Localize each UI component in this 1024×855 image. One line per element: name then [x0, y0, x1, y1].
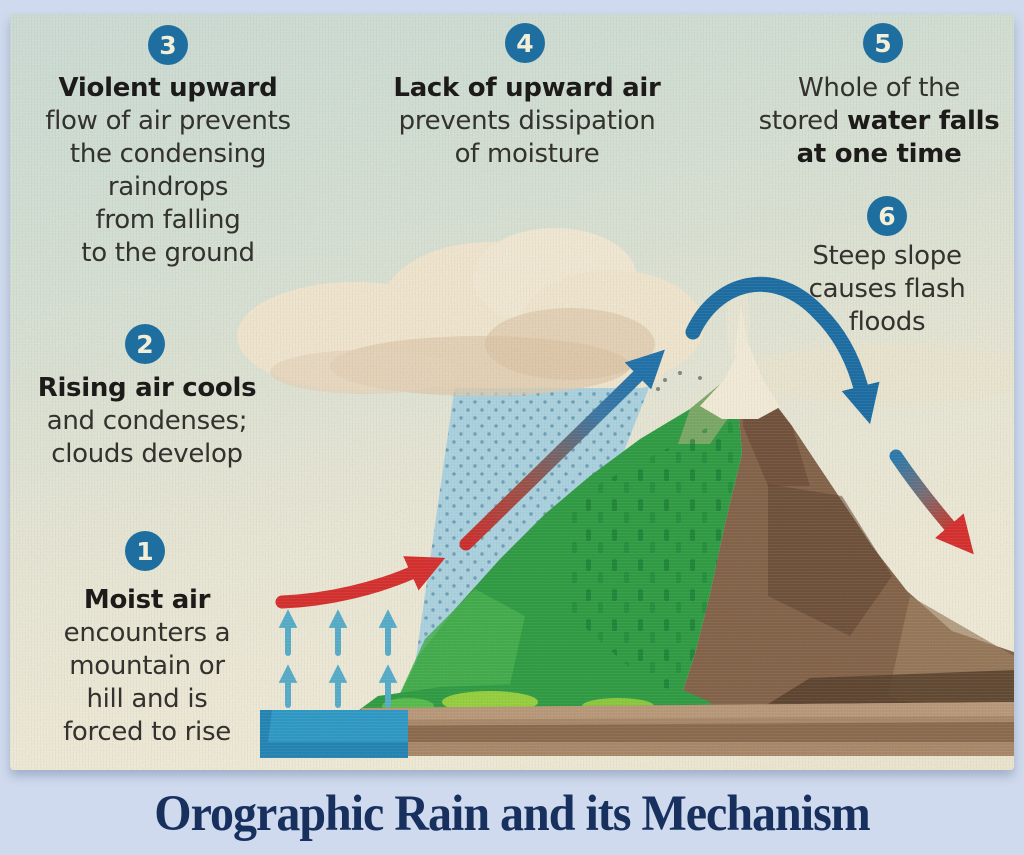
step-2-badge: 2 — [125, 324, 165, 364]
step-1-badge: 1 — [125, 531, 165, 571]
annotation-line: mountain or — [69, 651, 225, 681]
step-3-badge: 3 — [148, 25, 188, 65]
annotation-line: to the ground — [81, 238, 255, 268]
annotation-line: at one time — [796, 139, 962, 169]
annotation-line: flow of air prevents — [45, 106, 291, 136]
annotation-step-6: Steep slope causes flash floods — [752, 240, 1014, 339]
annotation-line: Steep slope — [812, 241, 962, 271]
annotation-line: causes flash — [808, 274, 966, 304]
annotation-line: the condensing — [69, 139, 267, 169]
annotation-line: clouds develop — [51, 439, 243, 469]
annotation-line: forced to rise — [63, 717, 231, 747]
annotation-step-1: Moist air encounters a mountain or hill and… — [10, 584, 297, 749]
annotation-line: Moist air — [83, 585, 211, 615]
annotation-step-4: Lack of upward air prevents dissipation of… — [347, 72, 707, 171]
annotation-line: hill and is — [86, 684, 208, 714]
annotation-step-2: Rising air cools and condenses; clouds dev… — [10, 372, 307, 471]
annotation-line: stored water falls — [758, 106, 1000, 136]
diagram-title: Orographic Rain and its Mechanism — [154, 785, 871, 842]
annotation-line: Violent upward — [58, 73, 278, 103]
annotation-line: and condenses; — [46, 406, 248, 436]
annotation-line: of moisture — [454, 139, 600, 169]
step-4-badge: 4 — [505, 23, 545, 63]
annotation-line: prevents dissipation — [398, 106, 656, 136]
annotations-layer: 3 Violent upward flow of air prevents the c… — [10, 14, 1014, 770]
annotation-line: from falling — [95, 205, 241, 235]
annotation-line: encounters a — [63, 618, 231, 648]
annotation-line: floods — [848, 307, 926, 337]
annotation-step-3: Violent upward flow of air prevents the co… — [10, 72, 338, 270]
step-6-badge: 6 — [867, 196, 907, 236]
diagram-canvas: 3 Violent upward flow of air prevents the c… — [10, 14, 1014, 770]
annotation-step-5: Whole of the stored water falls at one tim… — [724, 72, 1014, 171]
annotation-line: raindrops — [107, 172, 229, 202]
annotation-line: Lack of upward air — [393, 73, 661, 103]
annotation-line: Rising air cools — [37, 373, 257, 403]
step-5-badge: 5 — [863, 23, 903, 63]
annotation-line: Whole of the — [798, 73, 960, 103]
